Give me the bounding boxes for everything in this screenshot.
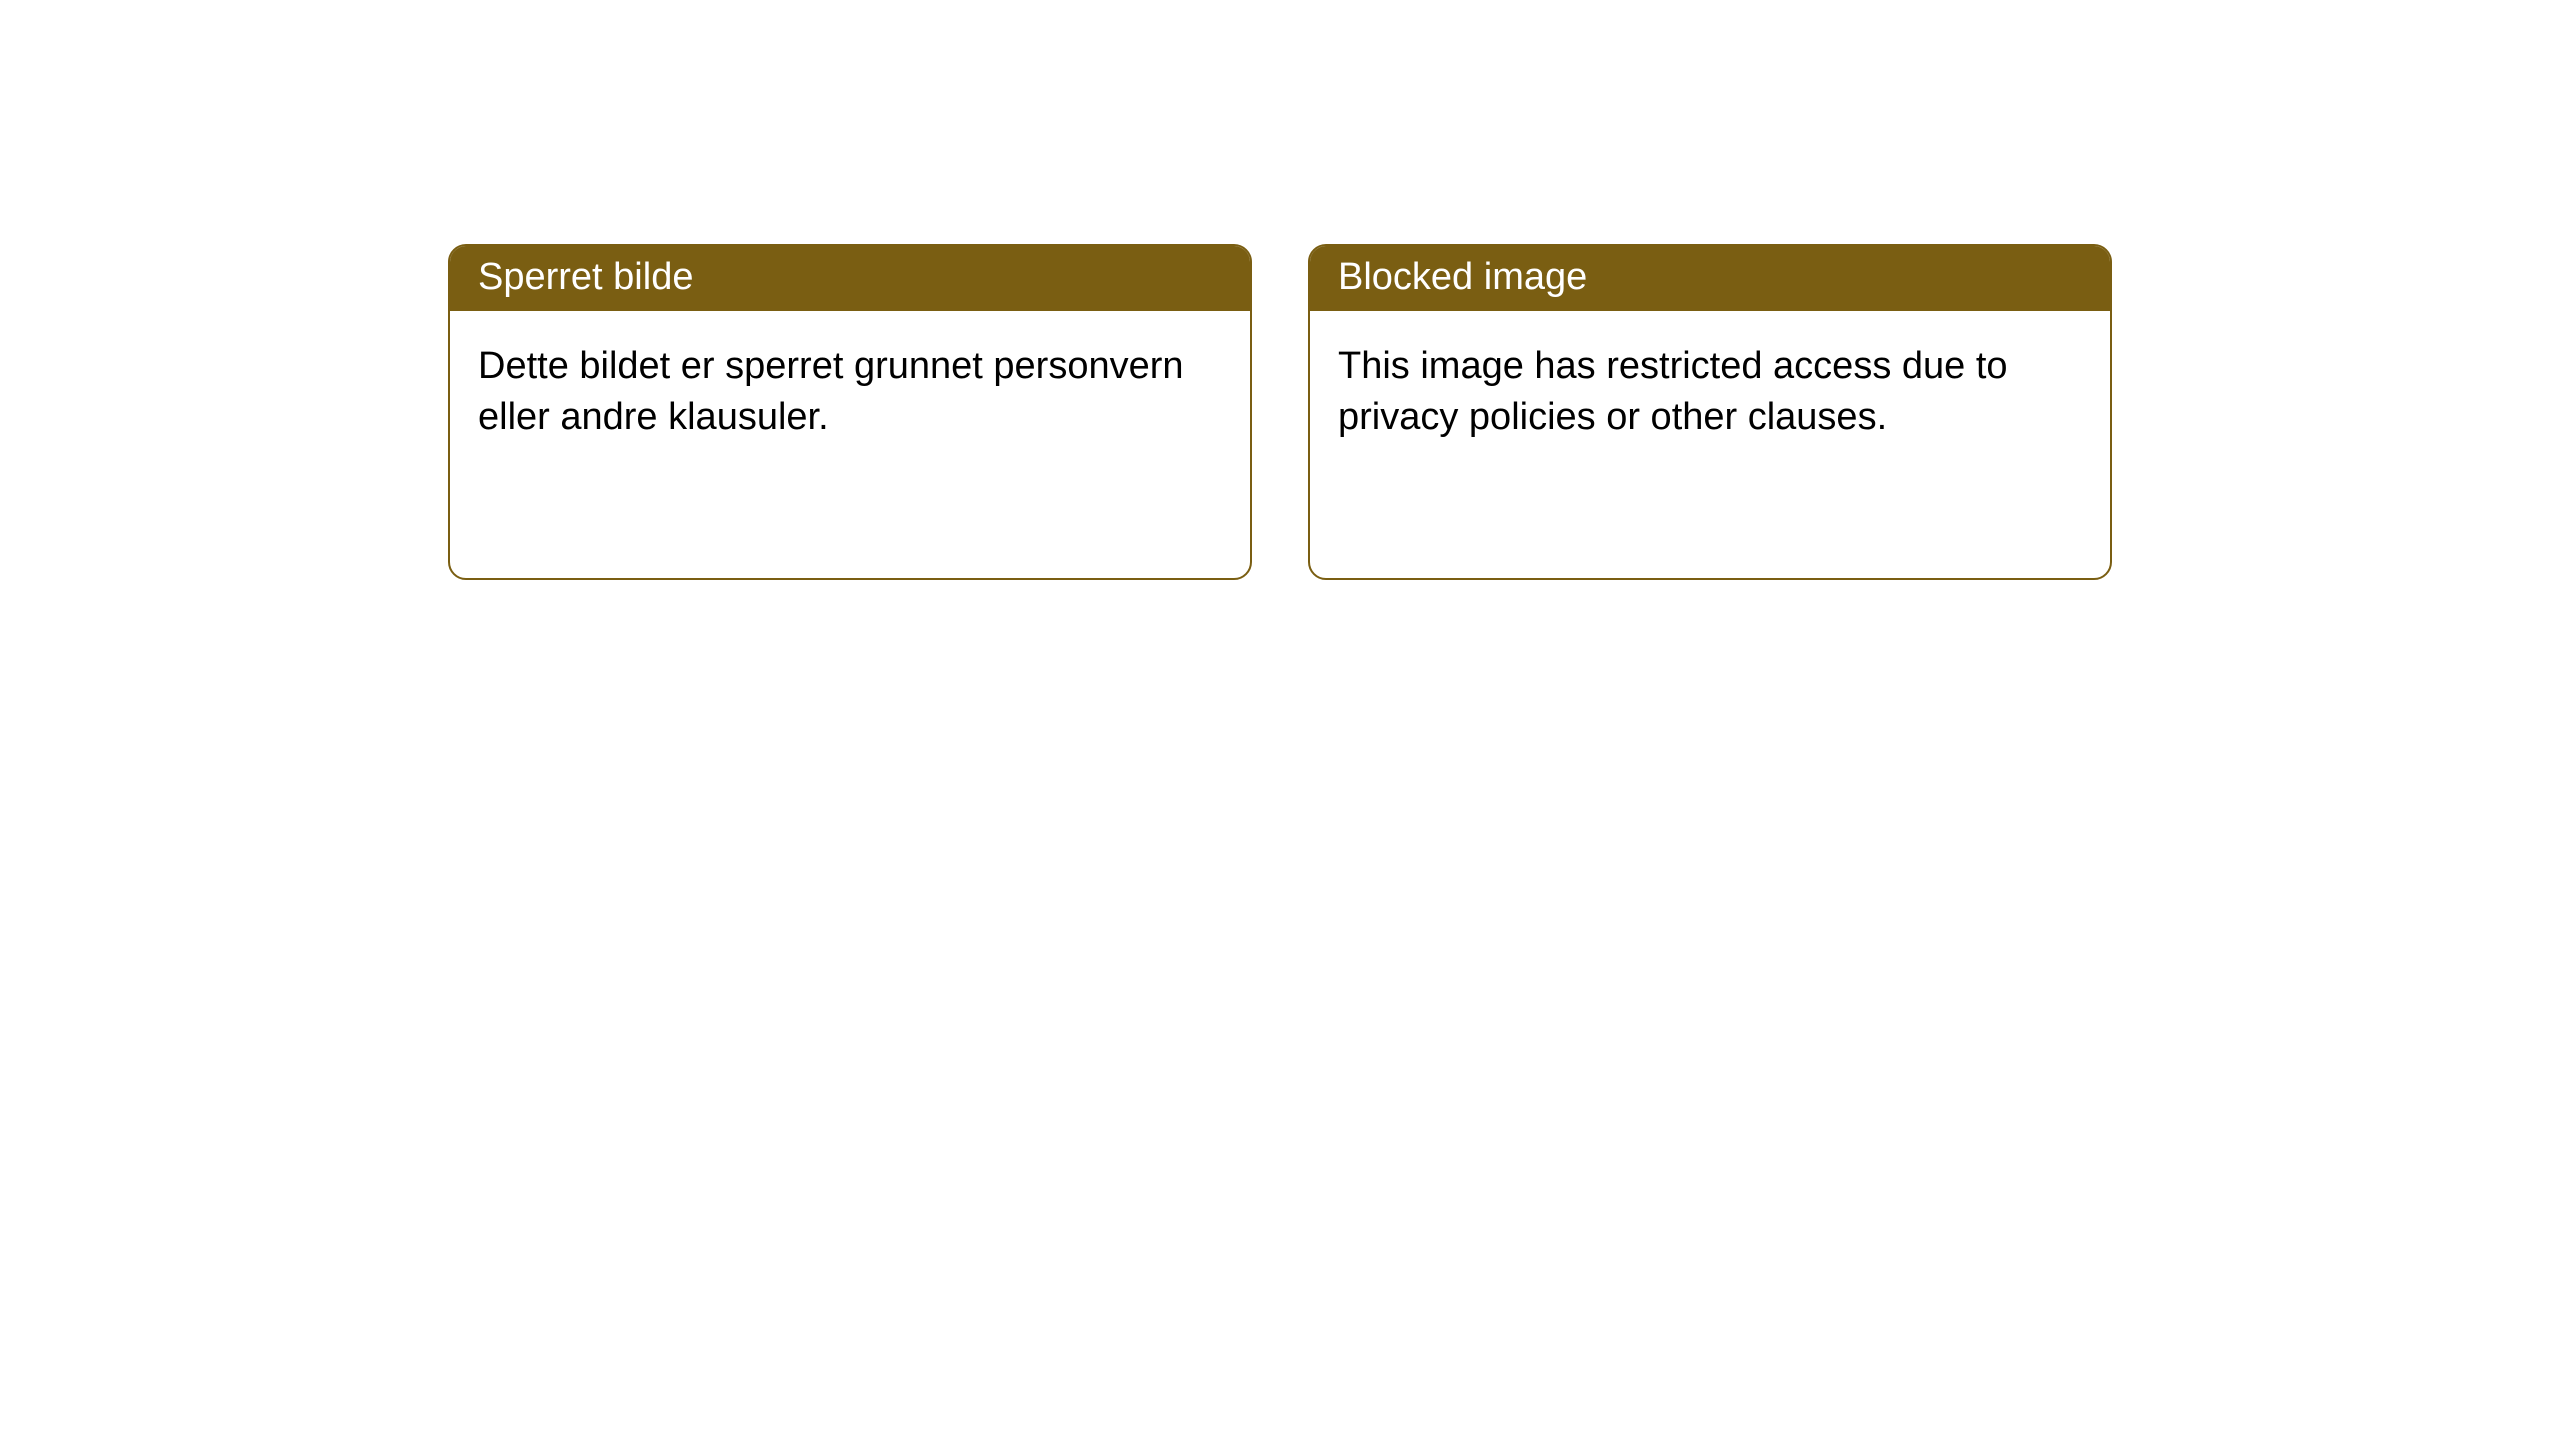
card-header-norwegian: Sperret bilde	[450, 246, 1250, 311]
card-header-english: Blocked image	[1310, 246, 2110, 311]
notice-container: Sperret bilde Dette bildet er sperret gr…	[0, 0, 2560, 580]
blocked-image-card-norwegian: Sperret bilde Dette bildet er sperret gr…	[448, 244, 1252, 580]
card-body-english: This image has restricted access due to …	[1310, 311, 2110, 474]
blocked-image-card-english: Blocked image This image has restricted …	[1308, 244, 2112, 580]
card-body-norwegian: Dette bildet er sperret grunnet personve…	[450, 311, 1250, 474]
